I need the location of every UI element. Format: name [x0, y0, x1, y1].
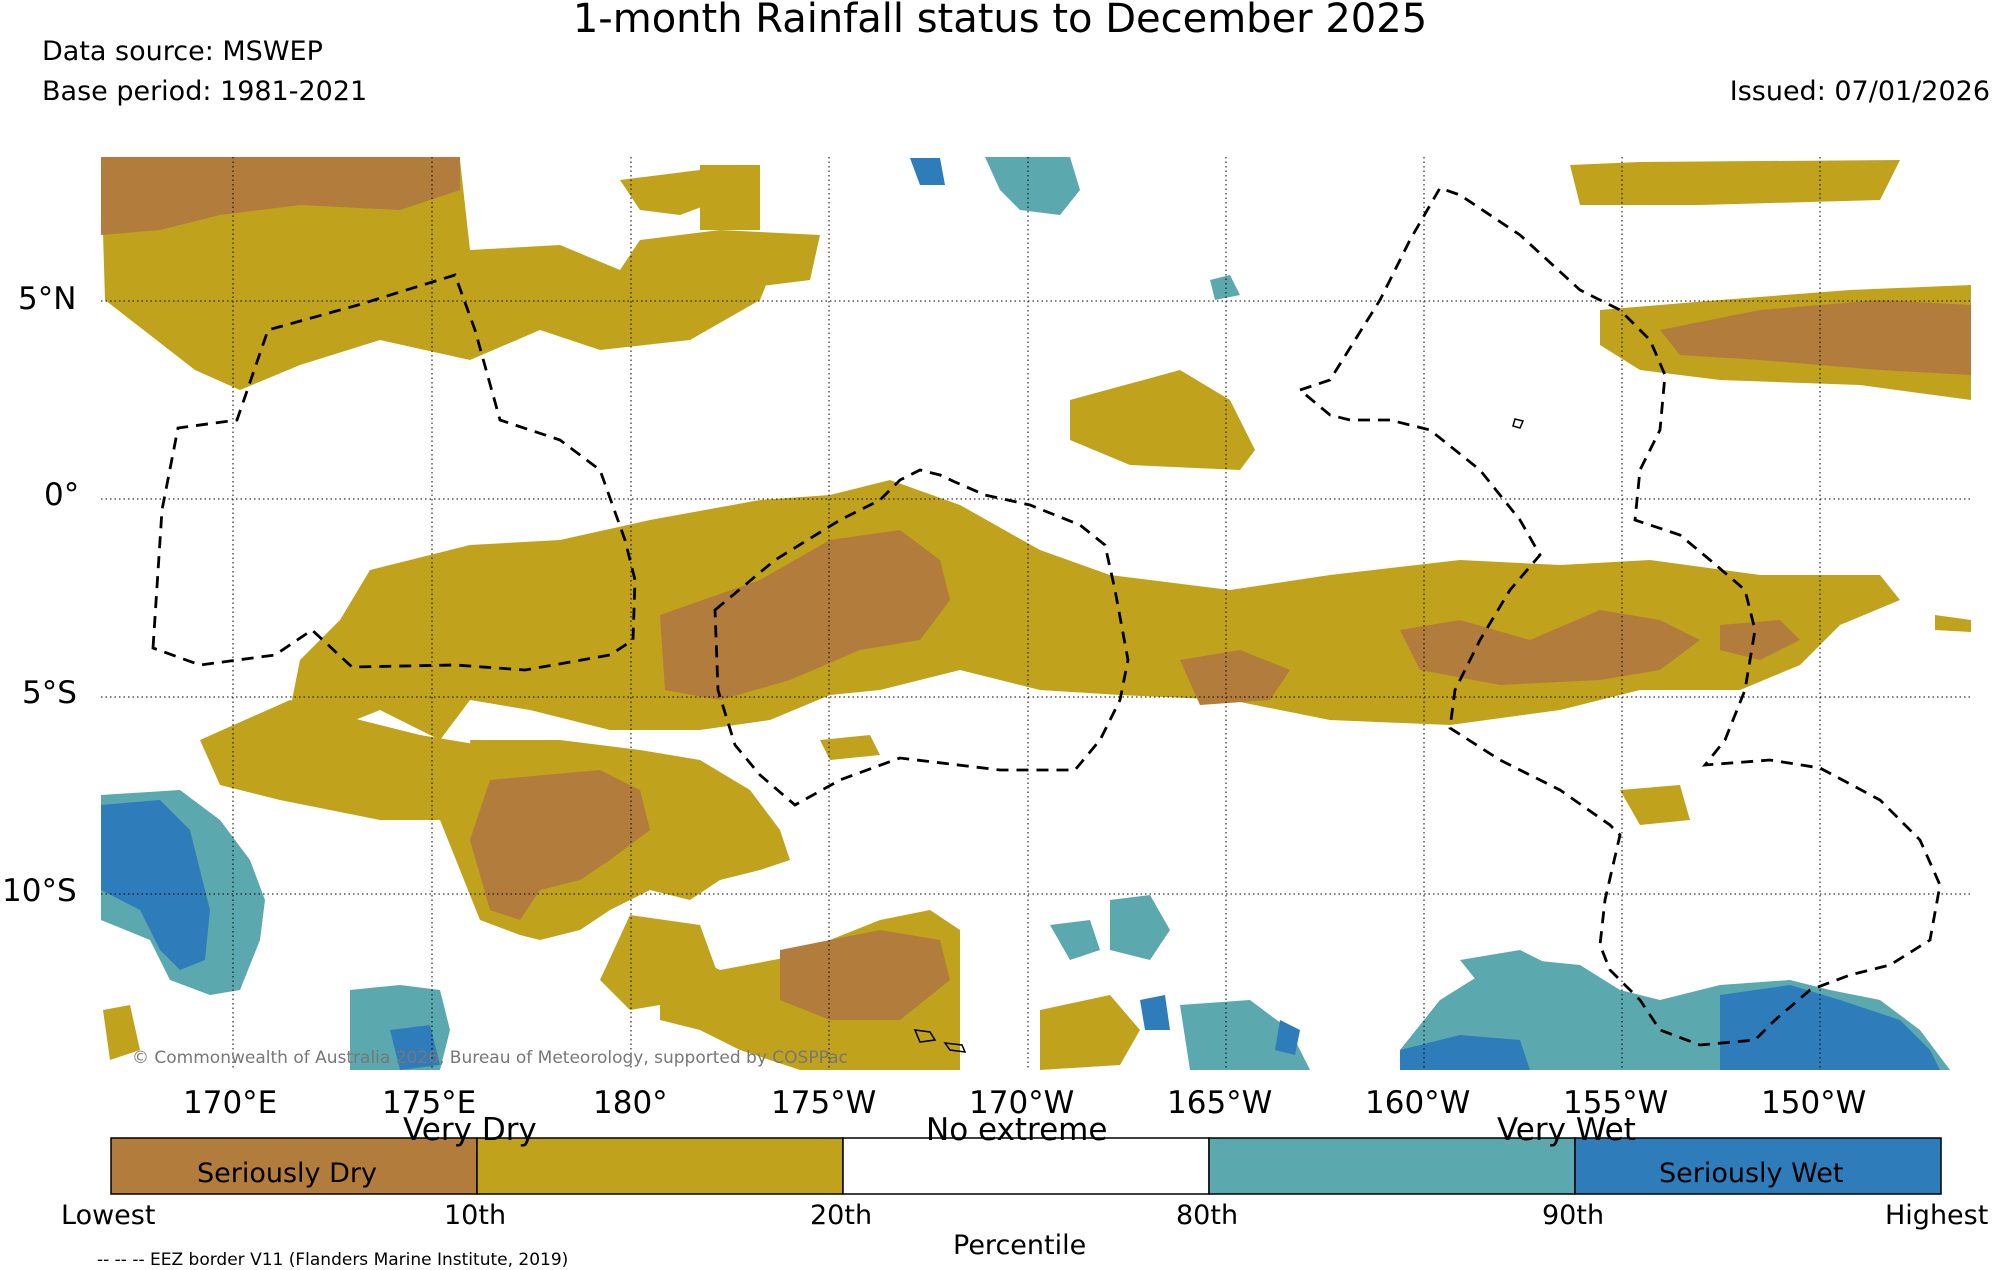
lon-label-170w: 170°W: [969, 1085, 1075, 1121]
lat-label-10s: 10°S: [2, 873, 77, 909]
data-source-label: Data source: MSWEP: [42, 36, 323, 67]
legend-swatch-seriously-dry: [110, 1137, 478, 1195]
legend-colorbar: [110, 1137, 1942, 1195]
legend-swatch-very-dry: [476, 1137, 844, 1195]
legend-label-no-extreme: No extreme: [926, 1112, 1108, 1148]
base-period-label: Base period: 1981-2021: [42, 76, 368, 107]
rainfall-anomaly-fields: [101, 157, 1971, 1070]
eez-border-note: -- -- -- EEZ border V11 (Flanders Marine…: [97, 1250, 569, 1270]
page-title: 1-month Rainfall status to December 2025: [572, 0, 1428, 42]
eez-borders: [151, 186, 1942, 1047]
legend-label-seriously-dry: Seriously Dry: [197, 1158, 377, 1189]
percentile-tick-lowest: Lowest: [61, 1200, 156, 1231]
issued-date-label: Issued: 07/01/2026: [1729, 76, 1990, 107]
percentile-tick-highest: Highest: [1885, 1200, 1989, 1231]
legend-label-very-dry: Very Dry: [403, 1112, 537, 1148]
copyright-notice: © Commonwealth of Australia 2026, Bureau…: [132, 1048, 848, 1068]
islands: [913, 418, 1525, 1053]
very-dry-regions: [101, 160, 1971, 1070]
lon-label-160w: 160°W: [1365, 1085, 1471, 1121]
percentile-axis-title: Percentile: [953, 1230, 1087, 1261]
lon-label-175e: 175°E: [382, 1085, 477, 1121]
lon-label-180: 180°: [593, 1085, 668, 1121]
seriously-wet-regions: [101, 158, 1940, 1070]
lon-label-175w: 175°W: [771, 1085, 877, 1121]
lat-label-5n: 5°N: [18, 281, 77, 317]
percentile-tick-20th: 20th: [810, 1200, 873, 1231]
legend-label-seriously-wet: Seriously Wet: [1659, 1158, 1844, 1189]
lon-label-170e: 170°E: [183, 1085, 278, 1121]
lon-label-150w: 150°W: [1761, 1085, 1867, 1121]
percentile-tick-80th: 80th: [1176, 1200, 1239, 1231]
lat-label-5s: 5°S: [22, 675, 77, 711]
lon-label-155w: 155°W: [1563, 1085, 1669, 1121]
percentile-tick-90th: 90th: [1542, 1200, 1605, 1231]
lat-label-equator: 0°: [44, 477, 80, 513]
seriously-dry-regions: [101, 157, 1971, 1020]
lon-label-165w: 165°W: [1167, 1085, 1273, 1121]
legend-swatch-seriously-wet: [1574, 1137, 1942, 1195]
map-gridlines: [101, 157, 1971, 1070]
percentile-tick-10th: 10th: [444, 1200, 507, 1231]
legend-label-very-wet: Very Wet: [1497, 1112, 1636, 1148]
